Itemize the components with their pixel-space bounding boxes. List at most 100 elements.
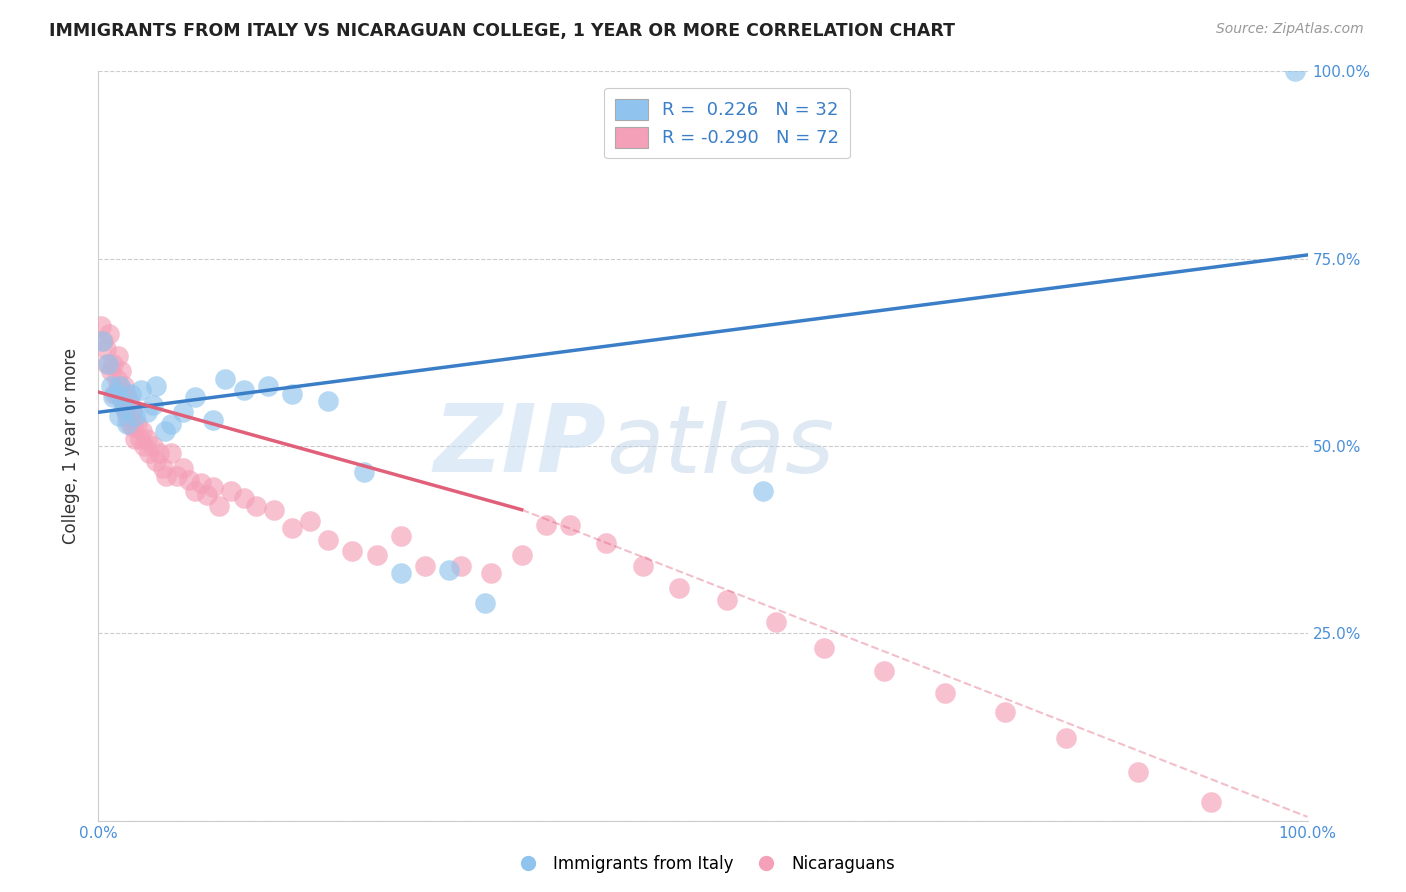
Point: [160, 446, 183, 460]
Point: [145, 454, 167, 468]
Point: [100, 379, 122, 393]
Point: [813, 641, 835, 656]
Point: [107, 349, 129, 363]
Point: [121, 405, 143, 419]
Point: [195, 488, 218, 502]
Point: [117, 409, 139, 423]
Text: ZIP: ZIP: [433, 400, 606, 492]
Point: [105, 386, 128, 401]
Point: [101, 390, 124, 404]
Point: [190, 476, 212, 491]
Point: [474, 596, 496, 610]
Point: [110, 364, 132, 378]
Point: [668, 582, 690, 596]
Point: [105, 371, 128, 385]
Point: [1054, 731, 1077, 746]
Point: [91, 334, 114, 348]
Point: [108, 409, 131, 423]
Point: [413, 558, 436, 573]
Point: [510, 548, 533, 562]
Point: [97, 357, 120, 371]
Point: [316, 533, 339, 547]
Point: [256, 379, 278, 393]
Point: [108, 386, 131, 401]
Point: [155, 469, 177, 483]
Text: IMMIGRANTS FROM ITALY VS NICARAGUAN COLLEGE, 1 YEAR OR MORE CORRELATION CHART: IMMIGRANTS FROM ITALY VS NICARAGUAN COLL…: [49, 22, 955, 40]
Point: [135, 432, 157, 446]
Point: [534, 517, 557, 532]
Point: [101, 357, 124, 371]
Point: [108, 379, 131, 393]
Point: [94, 342, 117, 356]
Point: [595, 536, 617, 550]
Legend: Immigrants from Italy, Nicaraguans: Immigrants from Italy, Nicaraguans: [505, 848, 901, 880]
Point: [245, 499, 267, 513]
Point: [299, 514, 322, 528]
Point: [172, 405, 194, 419]
Point: [98, 326, 121, 341]
Point: [103, 386, 125, 401]
Point: [148, 446, 170, 460]
Point: [221, 483, 243, 498]
Point: [184, 390, 207, 404]
Point: [114, 401, 136, 416]
Point: [128, 432, 150, 446]
Point: [100, 364, 122, 378]
Point: [117, 417, 139, 431]
Point: [131, 424, 153, 438]
Point: [134, 439, 156, 453]
Point: [214, 371, 236, 385]
Point: [1284, 64, 1306, 78]
Y-axis label: College, 1 year or more: College, 1 year or more: [62, 348, 80, 544]
Point: [437, 563, 460, 577]
Point: [108, 379, 131, 393]
Point: [118, 417, 141, 431]
Point: [765, 615, 787, 629]
Point: [138, 446, 160, 460]
Point: [142, 398, 165, 412]
Point: [91, 334, 114, 348]
Point: [232, 491, 254, 506]
Point: [202, 480, 225, 494]
Point: [179, 473, 201, 487]
Point: [129, 383, 152, 397]
Point: [873, 664, 896, 678]
Point: [316, 394, 339, 409]
Point: [208, 499, 231, 513]
Point: [631, 558, 654, 573]
Point: [1199, 795, 1222, 809]
Point: [342, 544, 364, 558]
Point: [281, 521, 304, 535]
Text: Source: ZipAtlas.com: Source: ZipAtlas.com: [1216, 22, 1364, 37]
Point: [142, 439, 165, 453]
Point: [124, 409, 146, 423]
Point: [450, 558, 472, 573]
Point: [232, 383, 254, 397]
Point: [281, 386, 304, 401]
Point: [145, 379, 167, 393]
Point: [716, 592, 738, 607]
Point: [752, 483, 775, 498]
Point: [122, 420, 145, 434]
Point: [90, 319, 112, 334]
Point: [166, 469, 188, 483]
Point: [124, 432, 146, 446]
Point: [120, 401, 142, 416]
Point: [184, 483, 207, 498]
Point: [481, 566, 503, 581]
Point: [172, 461, 194, 475]
Point: [153, 424, 176, 438]
Point: [111, 394, 134, 409]
Point: [366, 548, 388, 562]
Point: [127, 417, 149, 431]
Legend: R =  0.226   N = 32, R = -0.290   N = 72: R = 0.226 N = 32, R = -0.290 N = 72: [605, 88, 851, 159]
Point: [558, 517, 581, 532]
Point: [112, 379, 135, 393]
Point: [994, 705, 1017, 719]
Point: [114, 401, 136, 416]
Point: [152, 461, 174, 475]
Point: [120, 386, 142, 401]
Point: [160, 417, 183, 431]
Point: [118, 394, 141, 409]
Point: [389, 566, 412, 581]
